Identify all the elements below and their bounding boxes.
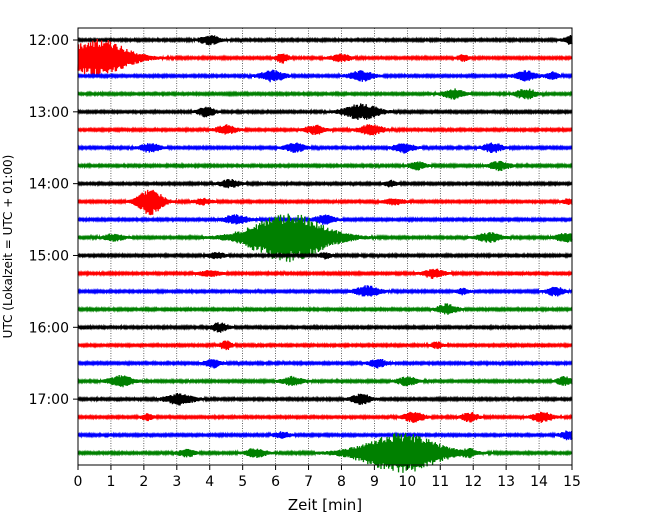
x-tick-label-13: 13 [497,474,515,490]
x-tick-label-7: 7 [304,474,313,490]
y-axis-ticks: 12:00 13:00 14:00 15:00 16:00 17:00 [29,33,78,408]
x-tick-label-11: 11 [431,474,449,490]
x-tick-label-2: 2 [139,474,148,490]
x-tick-label-8: 8 [337,474,346,490]
plot-frame [77,27,573,466]
x-tick-label-15: 15 [563,474,581,490]
trace-1500 [77,251,573,260]
x-tick-label-1: 1 [106,474,115,490]
x-tick-label-14: 14 [530,474,548,490]
x-tick-label-10: 10 [398,474,416,490]
x-tick-label-0: 0 [74,474,83,490]
x-tick-label-3: 3 [172,474,181,490]
x-tick-label-6: 6 [271,474,280,490]
y-tick-label-2: 14:00 [29,177,69,193]
x-axis-ticks: 0 1 2 3 4 5 6 7 8 9 10 11 12 13 14 15 [74,465,581,490]
gridlines [110,28,540,465]
y-tick-label-1: 13:00 [29,105,69,121]
y-tick-label-3: 15:00 [29,248,69,264]
seismogram-traces [77,35,573,473]
x-tick-label-5: 5 [238,474,247,490]
x-tick-label-9: 9 [370,474,379,490]
y-axis-label: UTC (Lokalzeit = UTC + 01:00) [1,155,15,339]
y-tick-label-4: 16:00 [29,320,69,336]
y-tick-label-0: 12:00 [29,33,69,49]
x-tick-label-4: 4 [205,474,214,490]
x-axis-label: Zeit [min] [288,496,362,514]
y-tick-label-5: 17:00 [29,392,69,408]
x-tick-label-12: 12 [464,474,482,490]
